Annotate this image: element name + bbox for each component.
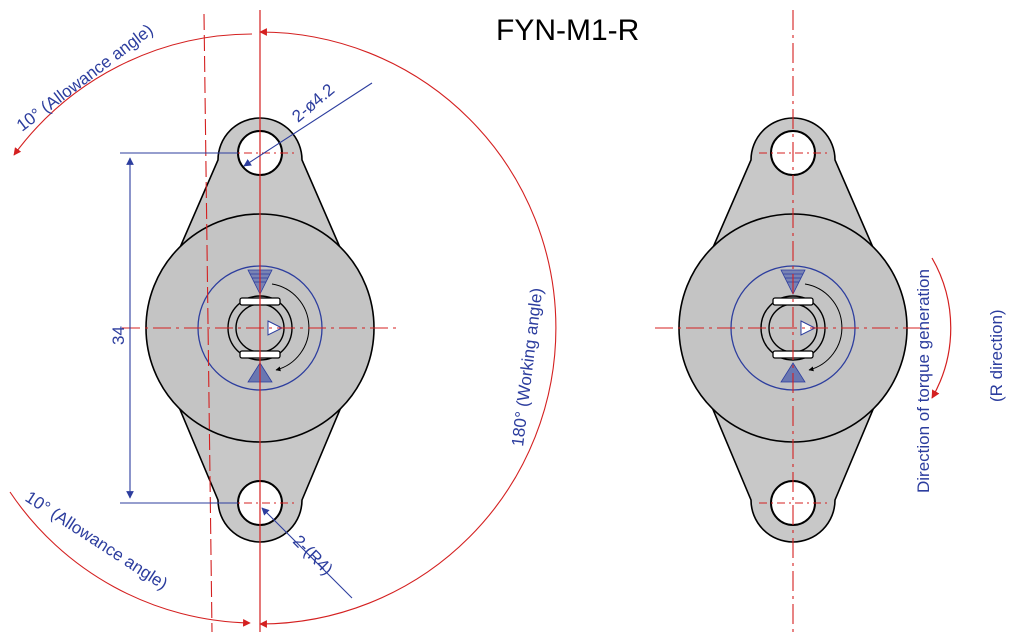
allowance-label-top: 10° (Allowance angle) [13, 20, 157, 135]
radius-dim-leader [261, 507, 353, 599]
left-allowance-line [203, 13, 213, 633]
allowance-arc-bottom [9, 491, 251, 627]
right-index-marker-side [800, 320, 817, 336]
right-view: Direction of torque generation (R direct… [655, 10, 1006, 632]
model-title: FYN-M1-R [496, 14, 639, 47]
left-index-marker-side [267, 320, 284, 336]
torque-label-line1: Direction of torque generation [914, 269, 933, 493]
torque-label-line2: (R direction) [987, 309, 1006, 402]
torque-direction-arrow [931, 257, 952, 399]
left-view: 10° (Allowance angle) 10° (Allowance ang… [9, 10, 557, 633]
hole-dim-label: 2-ø4.2 [288, 80, 338, 126]
right-rotation-arc [804, 283, 843, 372]
hole-dim-leader [243, 82, 373, 167]
left-rotation-arc [271, 283, 310, 372]
pitch-dim-label: 34 [109, 326, 128, 345]
allowance-arc-top [13, 33, 253, 156]
radius-dim-label: 2-(R4) [289, 531, 336, 578]
working-angle-arc [259, 28, 557, 628]
